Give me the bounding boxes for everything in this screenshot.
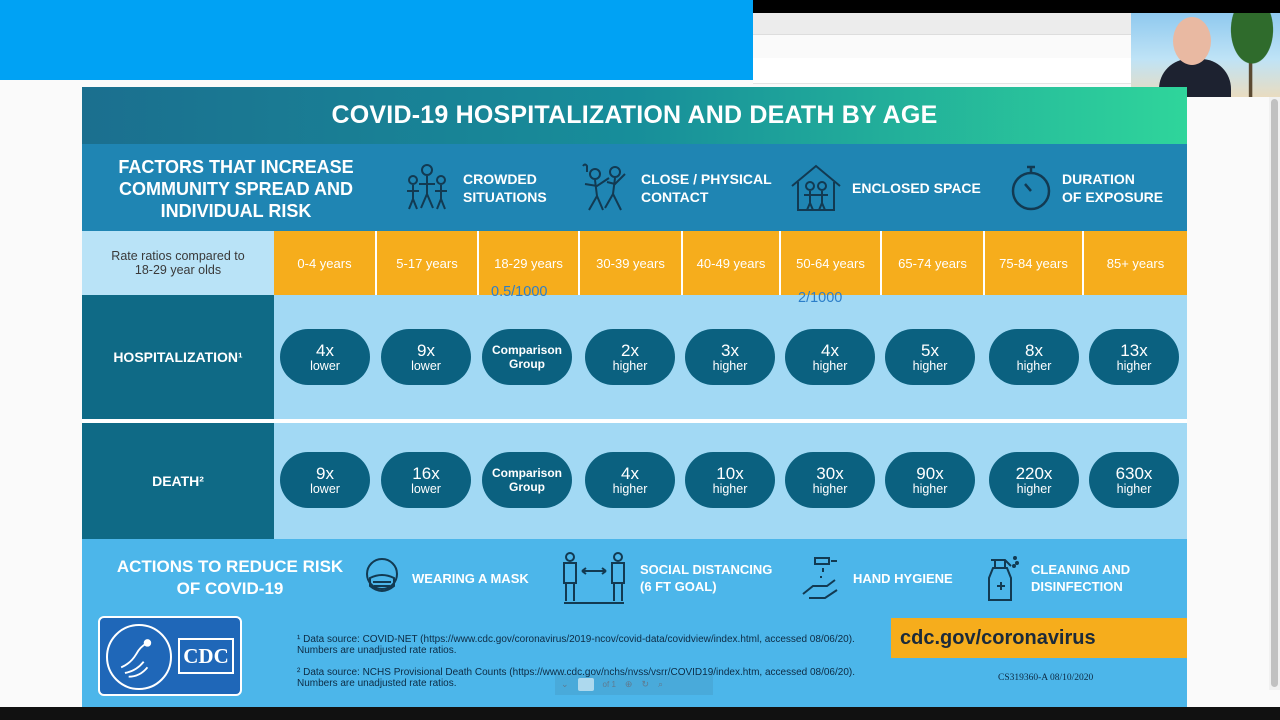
distancing-icon bbox=[563, 552, 625, 604]
age-header: 85+ years bbox=[1084, 231, 1187, 295]
stopwatch-icon bbox=[1011, 165, 1051, 210]
age-header: 40-49 years bbox=[683, 231, 781, 295]
age-header: 65-74 years bbox=[882, 231, 985, 295]
actions-title: ACTIONS TO REDUCE RISK OF COVID-19 bbox=[116, 557, 344, 598]
hospitalization-pill: 13x higher bbox=[1089, 329, 1179, 385]
hospitalization-label: HOSPITALIZATION¹ bbox=[82, 295, 274, 419]
death-label: DEATH² bbox=[82, 423, 274, 539]
browser-address-area[interactable] bbox=[753, 58, 1131, 84]
poster-title-bar: COVID-19 HOSPITALIZATION AND DEATH BY AG… bbox=[82, 87, 1187, 144]
death-pill: 630x higher bbox=[1089, 452, 1179, 508]
age-header: 5-17 years bbox=[377, 231, 479, 295]
factor-label: CROWDED SITUATIONS bbox=[463, 170, 547, 205]
document-code: CS319360-A 08/10/2020 bbox=[998, 673, 1094, 683]
factor-contact: CLOSE / PHYSICAL CONTACT bbox=[577, 144, 772, 231]
cdc-wordmark: CDC bbox=[178, 638, 234, 674]
rotate-icon[interactable]: ↻ bbox=[641, 679, 649, 689]
scrollbar-thumb[interactable] bbox=[1271, 99, 1278, 687]
search-icon[interactable]: ⌕ bbox=[657, 679, 664, 689]
rate-ratio-label: Rate ratios compared to 18-29 year olds bbox=[82, 231, 274, 295]
top-black-strip bbox=[753, 0, 1280, 13]
age-header: 75-84 years bbox=[985, 231, 1084, 295]
mask-icon bbox=[366, 558, 398, 592]
action-label: SOCIAL DISTANCING (6 FT GOAL) bbox=[640, 562, 773, 594]
death-pill: 90x higher bbox=[885, 452, 975, 508]
page-down-chevron-icon[interactable]: ⌄ bbox=[561, 679, 569, 689]
factor-duration: DURATION OF EXPOSURE bbox=[1008, 144, 1163, 231]
factors-band: FACTORS THAT INCREASE COMMUNITY SPREAD A… bbox=[82, 144, 1187, 231]
cdc-url-banner[interactable]: cdc.gov/coronavirus bbox=[891, 618, 1187, 658]
hand-wash-icon bbox=[802, 557, 838, 599]
age-group-row: Rate ratios compared to 18-29 year olds … bbox=[82, 231, 1187, 295]
factor-label: ENCLOSED SPACE bbox=[852, 179, 981, 196]
footnote-1: ¹ Data source: COVID-NET (https://www.cd… bbox=[297, 634, 855, 656]
age-header: 18-29 years bbox=[479, 231, 580, 295]
death-pill: 16x lower bbox=[381, 452, 471, 508]
death-pill: 220x higher bbox=[989, 452, 1079, 508]
dancing-icon bbox=[582, 163, 626, 210]
age-header: 30-39 years bbox=[580, 231, 683, 295]
hospitalization-pill: 5x higher bbox=[885, 329, 975, 385]
death-pill: 30x higher bbox=[785, 452, 875, 508]
hhs-eagle-seal-icon bbox=[106, 624, 172, 690]
death-pill: 4x higher bbox=[585, 452, 675, 508]
poster-title: COVID-19 HOSPITALIZATION AND DEATH BY AG… bbox=[331, 101, 938, 129]
page-number-input[interactable] bbox=[577, 678, 594, 691]
death-pill-comparison: Comparison Group bbox=[482, 452, 572, 508]
pdf-viewer-toolbar: ⌄ of 1 ⊕ ↻ ⌕ bbox=[555, 674, 713, 695]
death-pill: 9x lower bbox=[280, 452, 370, 508]
house-icon bbox=[791, 164, 841, 211]
factor-label: DURATION OF EXPOSURE bbox=[1062, 170, 1164, 205]
factor-enclosed: ENCLOSED SPACE bbox=[788, 144, 981, 231]
action-cleaning: CLEANING AND DISINFECTION bbox=[985, 550, 1130, 606]
webcam-overlay bbox=[1131, 13, 1280, 97]
action-label: WEARING A MASK bbox=[412, 570, 529, 586]
age-header: 50-64 years bbox=[781, 231, 882, 295]
hospitalization-pill: 9x lower bbox=[381, 329, 471, 385]
hospitalization-pill-comparison: Comparison Group bbox=[482, 329, 572, 385]
death-pill: 10x higher bbox=[685, 452, 775, 508]
bottom-black-strip bbox=[0, 707, 1280, 720]
action-label: CLEANING AND DISINFECTION bbox=[1031, 562, 1131, 594]
crowd-icon bbox=[407, 163, 447, 209]
action-mask: WEARING A MASK bbox=[364, 550, 529, 606]
top-blue-banner bbox=[0, 0, 753, 80]
hospitalization-pill: 8x higher bbox=[989, 329, 1079, 385]
hospitalization-pill: 3x higher bbox=[685, 329, 775, 385]
row-divider bbox=[82, 419, 1187, 423]
annotation-18-29: 0.5/1000 bbox=[491, 284, 548, 300]
hospitalization-pill: 4x higher bbox=[785, 329, 875, 385]
zoom-in-icon[interactable]: ⊕ bbox=[624, 679, 633, 689]
hhs-cdc-logo: CDC bbox=[98, 616, 242, 696]
action-distancing: SOCIAL DISTANCING (6 FT GOAL) bbox=[560, 550, 772, 606]
hospitalization-pill: 2x higher bbox=[585, 329, 675, 385]
vertical-scrollbar[interactable] bbox=[1269, 97, 1280, 690]
factors-title: FACTORS THAT INCREASE COMMUNITY SPREAD A… bbox=[118, 157, 354, 221]
browser-tab-bar[interactable] bbox=[753, 13, 1131, 35]
presenter-head bbox=[1173, 17, 1211, 65]
age-header: 0-4 years bbox=[274, 231, 377, 295]
action-hand-hygiene: HAND HYGIENE bbox=[801, 550, 953, 606]
footnote-2: ² Data source: NCHS Provisional Death Co… bbox=[297, 667, 856, 689]
factor-label: CLOSE / PHYSICAL CONTACT bbox=[641, 170, 772, 205]
factor-crowded: CROWDED SITUATIONS bbox=[399, 144, 547, 231]
annotation-50-64: 2/1000 bbox=[798, 290, 843, 306]
action-label: HAND HYGIENE bbox=[853, 570, 953, 586]
page-count: of 1 bbox=[602, 680, 616, 689]
spray-bottle-icon bbox=[988, 556, 1019, 601]
infographic-poster: COVID-19 HOSPITALIZATION AND DEATH BY AG… bbox=[82, 87, 1187, 707]
hospitalization-pill: 4x lower bbox=[280, 329, 370, 385]
